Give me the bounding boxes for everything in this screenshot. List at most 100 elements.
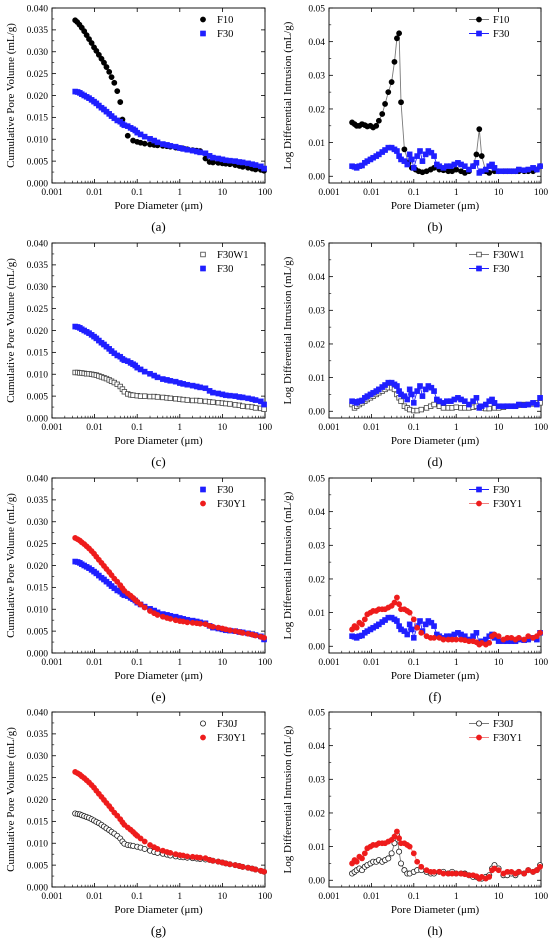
x-tick-label: 100 [258,892,273,902]
legend-marker [475,720,482,727]
legend-entry: F30Y1 [217,733,246,744]
data-point [385,855,392,862]
y-tick-label: 0.025 [27,305,49,315]
y-tick-label: 0.005 [27,861,49,871]
y-tick-label: 0.00 [308,173,325,183]
y-tick-label: 0.035 [27,261,49,271]
data-point [394,383,400,389]
series-f30 [72,323,267,408]
data-point [375,117,382,124]
data-point [431,868,437,875]
data-point [406,609,413,616]
data-point [406,151,413,158]
data-point [108,74,115,81]
legend-marker [200,251,206,258]
data-point [167,378,174,384]
data-point [534,166,540,173]
x-axis-title: Pore Diameter (μm) [114,904,203,916]
y-tick-label: 0.000 [27,179,49,189]
data-point [252,397,259,403]
legend-marker [476,265,482,272]
data-point [117,99,124,105]
data-point [184,381,191,388]
data-point [388,850,395,857]
panel-caption: (d) [427,454,442,469]
series-f10 [72,17,267,174]
data-point [401,628,408,634]
legend-entry: F30W1 [217,250,249,261]
x-tick-label: 0.001 [318,658,340,668]
data-point [418,406,424,413]
y-tick-label: 0.03 [308,72,325,82]
legend-marker [200,265,206,272]
x-tick-label: 0.1 [131,892,143,902]
data-point [410,616,417,623]
data-point [359,621,365,628]
x-axis-title: Pore Diameter (μm) [391,670,480,682]
legend-entry: F10 [493,15,509,26]
x-tick-label: 0.1 [408,658,420,668]
y-tick-label: 0.00 [308,877,325,887]
y-tick-label: 0.015 [27,349,49,359]
legend: F30J F30Y1 [199,719,246,744]
data-point [476,126,483,133]
y-tick-label: 0.025 [27,774,49,784]
data-point [521,870,528,877]
x-tick-label: 100 [534,658,549,668]
data-point [361,850,368,857]
data-point [410,850,417,857]
legend-marker [200,734,206,741]
data-point [431,388,437,394]
series-f30y1 [72,769,267,875]
legend-marker [476,500,482,507]
legend-entry: F30W1 [493,250,525,261]
x-tick-label: 100 [534,188,549,198]
data-point [210,154,216,161]
data-point [227,157,233,164]
y-tick-label: 0.030 [27,518,49,528]
data-point [418,863,425,870]
data-point [396,835,402,842]
series-f30y1 [72,535,267,641]
y-tick-label: 0.025 [27,70,49,80]
data-point [239,159,246,166]
data-point [184,146,191,153]
data-point [154,394,161,400]
data-point [419,158,426,164]
y-tick-label: 0.035 [27,496,49,506]
y-tick-label: 0.010 [27,136,49,146]
plot-frame [328,7,542,184]
data-point [261,165,267,172]
chart-panel-h: 0.001 0.01 0.1 1 10 100 0.00 0.01 0.02 0.03 0.04 0.… [282,708,548,938]
data-point [486,874,493,880]
y-tick-label: 0.03 [308,542,325,552]
y-tick-label: 0.010 [27,606,49,616]
data-point [419,393,426,399]
data-point [361,616,368,623]
y-tick-label: 0.020 [27,92,49,102]
x-tick-label: 0.01 [363,423,380,433]
y-tick-label: 0.035 [27,26,49,36]
data-point [252,405,259,411]
data-point [141,838,148,845]
data-point [398,398,404,404]
y-tick-label: 0.030 [27,283,49,293]
x-tick-label: 0.001 [41,658,63,668]
data-point [537,863,543,870]
data-point [470,398,476,404]
legend-marker [200,486,206,493]
chart-panel-a: 0.001 0.01 0.1 1 10 100 0.000 0.005 0.010 0.015 0.… [5,4,272,234]
data-point [466,401,472,408]
data-point [137,601,144,608]
y-tick-label: 0.05 [308,239,325,249]
x-tick-label: 1 [177,658,182,668]
data-point [142,393,148,399]
data-point [409,391,415,398]
x-tick-label: 1 [454,188,459,198]
data-point [473,630,480,636]
y-tick-label: 0.030 [27,48,49,58]
data-point [141,845,148,852]
legend: F30 F30Y1 [469,485,522,510]
data-point [141,604,148,611]
